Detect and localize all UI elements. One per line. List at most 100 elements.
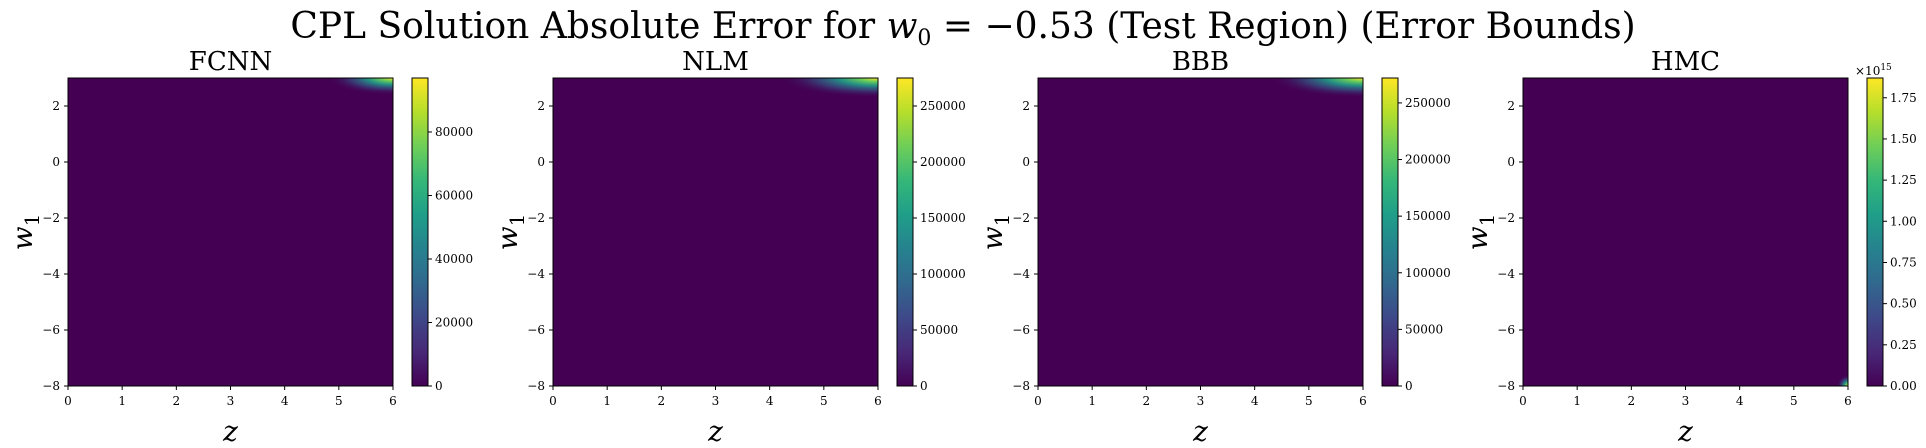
y-tick-label: −2	[1012, 211, 1030, 225]
colorbar-tick-label: 150000	[920, 211, 966, 225]
colorbar-tick-label: 150000	[1405, 209, 1451, 223]
figure-title-math-eq: = −0.53	[931, 6, 1106, 47]
colorbar-tick-label: 0.75	[1890, 255, 1917, 269]
y-tick-label: −6	[42, 323, 60, 337]
colorbar-tick-label: 0.25	[1890, 338, 1917, 352]
x-axis-label: z	[1677, 415, 1693, 448]
x-tick-label: 6	[389, 394, 397, 408]
colorbar-gradient	[896, 77, 914, 387]
y-axis-label-sub: 1	[990, 214, 1014, 227]
panel-title: FCNN	[189, 47, 272, 77]
x-tick-label: 6	[1844, 394, 1852, 408]
colorbar-tick-label: 50000	[1405, 322, 1443, 336]
panel-fcnn: 0 1 2 3 4 5 6−8−6−4−202zw1FCNN0200004000060000…	[6, 47, 473, 448]
colorbar-tick-label: 0.00	[1890, 379, 1917, 393]
y-tick-label: 0	[1507, 155, 1515, 169]
x-tick-label: 4	[1251, 394, 1259, 408]
x-tick-label: 5	[335, 394, 343, 408]
colorbar-tick-label: 0	[920, 379, 928, 393]
x-tick-label: 6	[1359, 394, 1367, 408]
panel-hmc: 0 1 2 3 4 5 6−8−6−4−202zw1HMC0.000.250.500.751…	[1461, 47, 1917, 448]
colorbar-exponent-label: ×1015	[1855, 63, 1892, 78]
x-tick-label: 0	[549, 394, 557, 408]
colorbar: 0 50000 100000 150000 200000 250000	[896, 77, 966, 393]
colorbar-tick-label: 40000	[435, 252, 473, 266]
y-tick-label: 2	[52, 99, 60, 113]
colorbar-tick-label: 1.00	[1890, 214, 1917, 228]
x-tick-label: 5	[1790, 394, 1798, 408]
x-tick-label: 2	[1143, 394, 1151, 408]
y-tick-label: −4	[42, 267, 60, 281]
y-axis-label: w1	[6, 214, 44, 251]
x-tick-label: 0	[1519, 394, 1527, 408]
y-tick-label: −2	[527, 211, 545, 225]
panel-title: NLM	[682, 47, 749, 77]
x-tick-label: 0	[1034, 394, 1042, 408]
colorbar-tick-label: 200000	[920, 155, 966, 169]
heatmap-background	[1523, 78, 1848, 386]
colorbar-tick-label: 200000	[1405, 153, 1451, 167]
y-axis-label-main: w	[6, 226, 39, 250]
x-tick-label: 2	[658, 394, 666, 408]
colorbar-tick-label: 60000	[435, 188, 473, 202]
colorbar-tick-label: 1.25	[1890, 173, 1917, 187]
colorbar-gradient	[1381, 77, 1399, 387]
x-axis-label: z	[707, 415, 723, 448]
x-axis-label: z	[1192, 415, 1208, 448]
y-axis-label: w1	[1461, 214, 1499, 251]
colorbar-tick-label: 0	[435, 379, 443, 393]
heatmap-hotspot	[1270, 78, 1363, 98]
heatmap-background	[1038, 78, 1363, 386]
y-tick-label: −8	[1012, 379, 1030, 393]
panel-title: HMC	[1651, 47, 1720, 77]
y-axis-label: w1	[976, 214, 1014, 251]
x-tick-label: 2	[1628, 394, 1636, 408]
y-tick-label: −6	[527, 323, 545, 337]
x-tick-label: 6	[874, 394, 882, 408]
x-tick-label: 1	[603, 394, 611, 408]
colorbar-exponent-power: 15	[1880, 63, 1892, 73]
figure-title-text: CPL Solution Absolute Error for	[290, 6, 886, 47]
figure-title-math-sub: 0	[917, 26, 931, 51]
y-tick-label: −4	[1012, 267, 1030, 281]
figure-title-math-w: w	[887, 6, 918, 47]
x-tick-label: 1	[118, 394, 126, 408]
colorbar-tick-label: 250000	[920, 99, 966, 113]
y-axis-label-sub: 1	[1475, 214, 1499, 227]
colorbar-tick-label: 100000	[1405, 266, 1451, 280]
y-tick-label: −4	[1497, 267, 1515, 281]
x-tick-label: 2	[173, 394, 181, 408]
y-axis-label-main: w	[1461, 226, 1494, 250]
y-tick-label: 0	[1022, 155, 1030, 169]
colorbar-tick-label: 1.75	[1890, 91, 1917, 105]
x-tick-label: 5	[820, 394, 828, 408]
figure-title-suffix: (Test Region) (Error Bounds)	[1106, 6, 1635, 47]
panel-nlm: 0 1 2 3 4 5 6−8−6−4−202zw1NLM05000010000015000…	[491, 47, 966, 448]
colorbar-tick-label: 50000	[920, 323, 958, 337]
heatmap-hotspot	[1837, 374, 1848, 386]
y-tick-label: 2	[1507, 99, 1515, 113]
colorbar: 0 50000 100000 150000 200000 250000	[1381, 77, 1451, 393]
y-axis-label-main: w	[491, 226, 524, 250]
y-tick-label: 0	[537, 155, 545, 169]
colorbar-tick-label: 100000	[920, 267, 966, 281]
heatmap-background	[553, 78, 878, 386]
x-tick-label: 0	[64, 394, 72, 408]
panel-title: BBB	[1172, 47, 1229, 77]
y-tick-label: −6	[1497, 323, 1515, 337]
heatmap-hotspot	[328, 78, 393, 95]
y-tick-label: −6	[1012, 323, 1030, 337]
x-tick-label: 1	[1573, 394, 1581, 408]
colorbar-tick-label: 250000	[1405, 96, 1451, 110]
colorbar-tick-label: 1.50	[1890, 132, 1917, 146]
heatmap-background	[68, 78, 393, 386]
x-tick-label: 4	[281, 394, 289, 408]
panel-bbb: 0 1 2 3 4 5 6−8−6−4−202zw1BBB05000010000015000…	[976, 47, 1451, 448]
colorbar-gradient	[1866, 77, 1884, 387]
colorbar-tick-label: 20000	[435, 315, 473, 329]
x-tick-label: 3	[712, 394, 720, 408]
y-tick-label: −4	[527, 267, 545, 281]
colorbar: 0.00 0.25 0.50 0.75 1.00 1.25 1.50 1.75 ×1015	[1855, 63, 1917, 393]
x-tick-label: 3	[1197, 394, 1205, 408]
y-tick-label: −8	[1497, 379, 1515, 393]
